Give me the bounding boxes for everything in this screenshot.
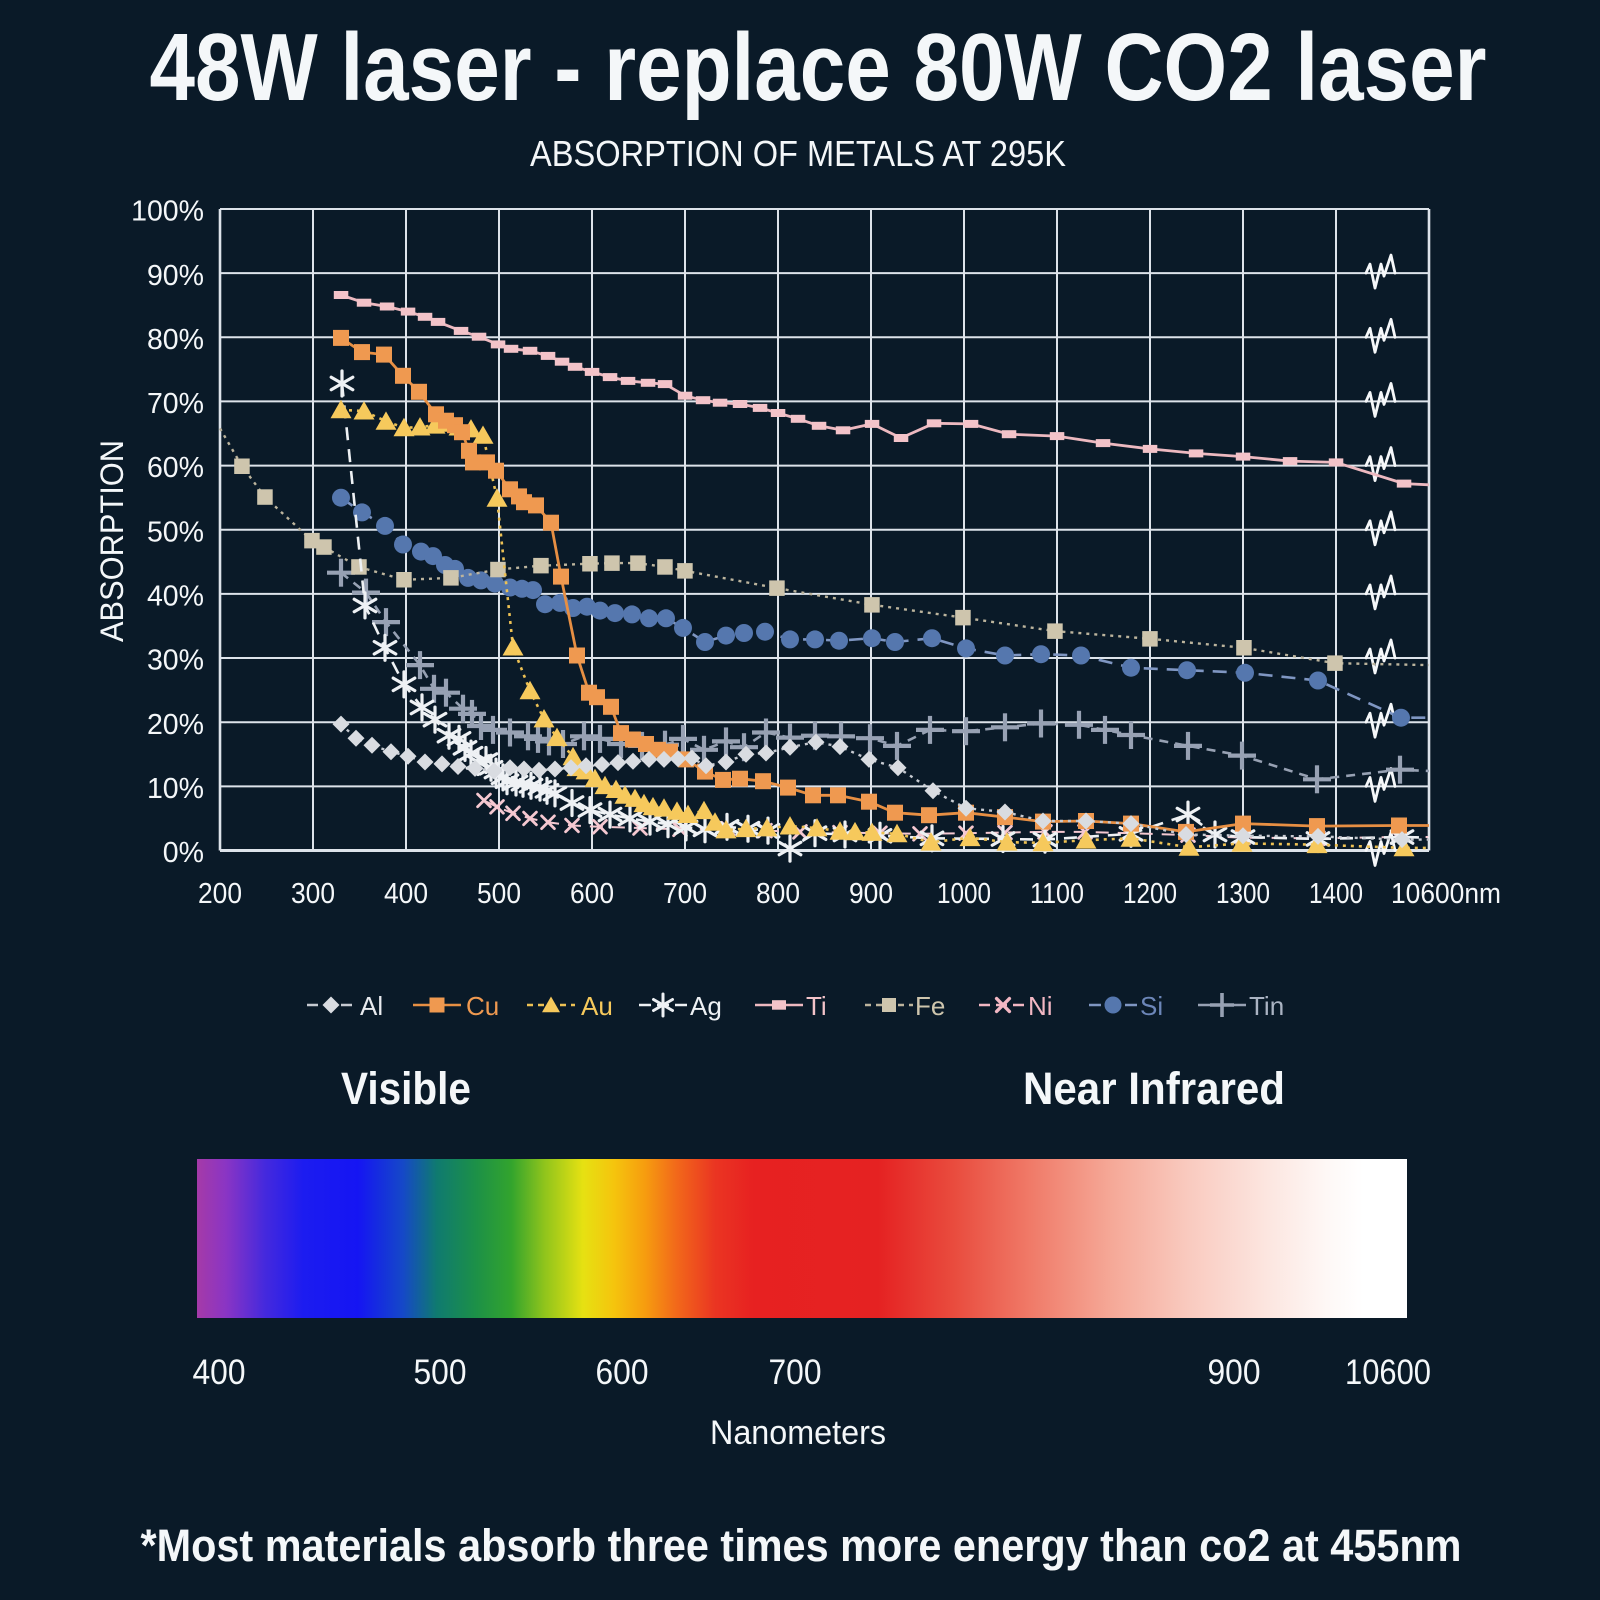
svg-text:700: 700	[769, 1352, 822, 1392]
svg-text:900: 900	[849, 878, 893, 910]
svg-text:400: 400	[384, 878, 428, 910]
svg-text:20%: 20%	[147, 709, 204, 741]
svg-text:50%: 50%	[147, 516, 204, 548]
svg-text:1100: 1100	[1030, 878, 1084, 910]
svg-text:48W laser - replace 80W CO2 la: 48W laser - replace 80W CO2 laser	[150, 14, 1487, 121]
svg-text:900: 900	[1208, 1352, 1261, 1392]
svg-text:0%: 0%	[163, 837, 204, 869]
svg-text:ABSORPTION OF METALS AT 295K: ABSORPTION OF METALS AT 295K	[530, 133, 1066, 174]
svg-text:600: 600	[596, 1352, 649, 1392]
svg-text:Cu: Cu	[466, 991, 499, 1021]
svg-text:800: 800	[756, 878, 800, 910]
svg-text:60%: 60%	[147, 452, 204, 484]
svg-text:Fe: Fe	[915, 991, 945, 1021]
svg-text:Au: Au	[581, 991, 613, 1021]
svg-text:Ti: Ti	[806, 991, 827, 1021]
svg-text:Si: Si	[1140, 991, 1163, 1021]
svg-text:1000: 1000	[937, 878, 991, 910]
svg-text:1300: 1300	[1216, 878, 1270, 910]
svg-text:70%: 70%	[147, 388, 204, 420]
svg-text:1400: 1400	[1309, 878, 1363, 910]
svg-text:1200: 1200	[1123, 878, 1177, 910]
svg-text:400: 400	[193, 1352, 246, 1392]
svg-text:700: 700	[663, 878, 707, 910]
svg-text:*Most materials absorb three t: *Most materials absorb three times more …	[141, 1520, 1462, 1571]
svg-text:300: 300	[291, 878, 335, 910]
svg-text:40%: 40%	[147, 581, 204, 613]
svg-text:ABSORPTION: ABSORPTION	[94, 440, 130, 642]
svg-text:10600nm: 10600nm	[1391, 878, 1501, 910]
svg-text:Al: Al	[360, 991, 383, 1021]
svg-text:600: 600	[570, 878, 614, 910]
svg-text:500: 500	[414, 1352, 467, 1392]
svg-text:Tin: Tin	[1249, 991, 1284, 1021]
svg-text:Ag: Ag	[690, 991, 722, 1021]
svg-text:500: 500	[477, 878, 521, 910]
svg-text:100%: 100%	[131, 196, 204, 228]
svg-text:30%: 30%	[147, 645, 204, 677]
svg-text:Visible: Visible	[341, 1063, 471, 1114]
svg-text:80%: 80%	[147, 324, 204, 356]
svg-text:90%: 90%	[147, 260, 204, 292]
svg-text:10600: 10600	[1345, 1352, 1431, 1392]
svg-text:Ni: Ni	[1028, 991, 1053, 1021]
svg-text:10%: 10%	[147, 773, 204, 805]
svg-text:200: 200	[198, 878, 242, 910]
svg-text:Near Infrared: Near Infrared	[1023, 1063, 1285, 1114]
svg-text:Nanometers: Nanometers	[710, 1414, 886, 1452]
